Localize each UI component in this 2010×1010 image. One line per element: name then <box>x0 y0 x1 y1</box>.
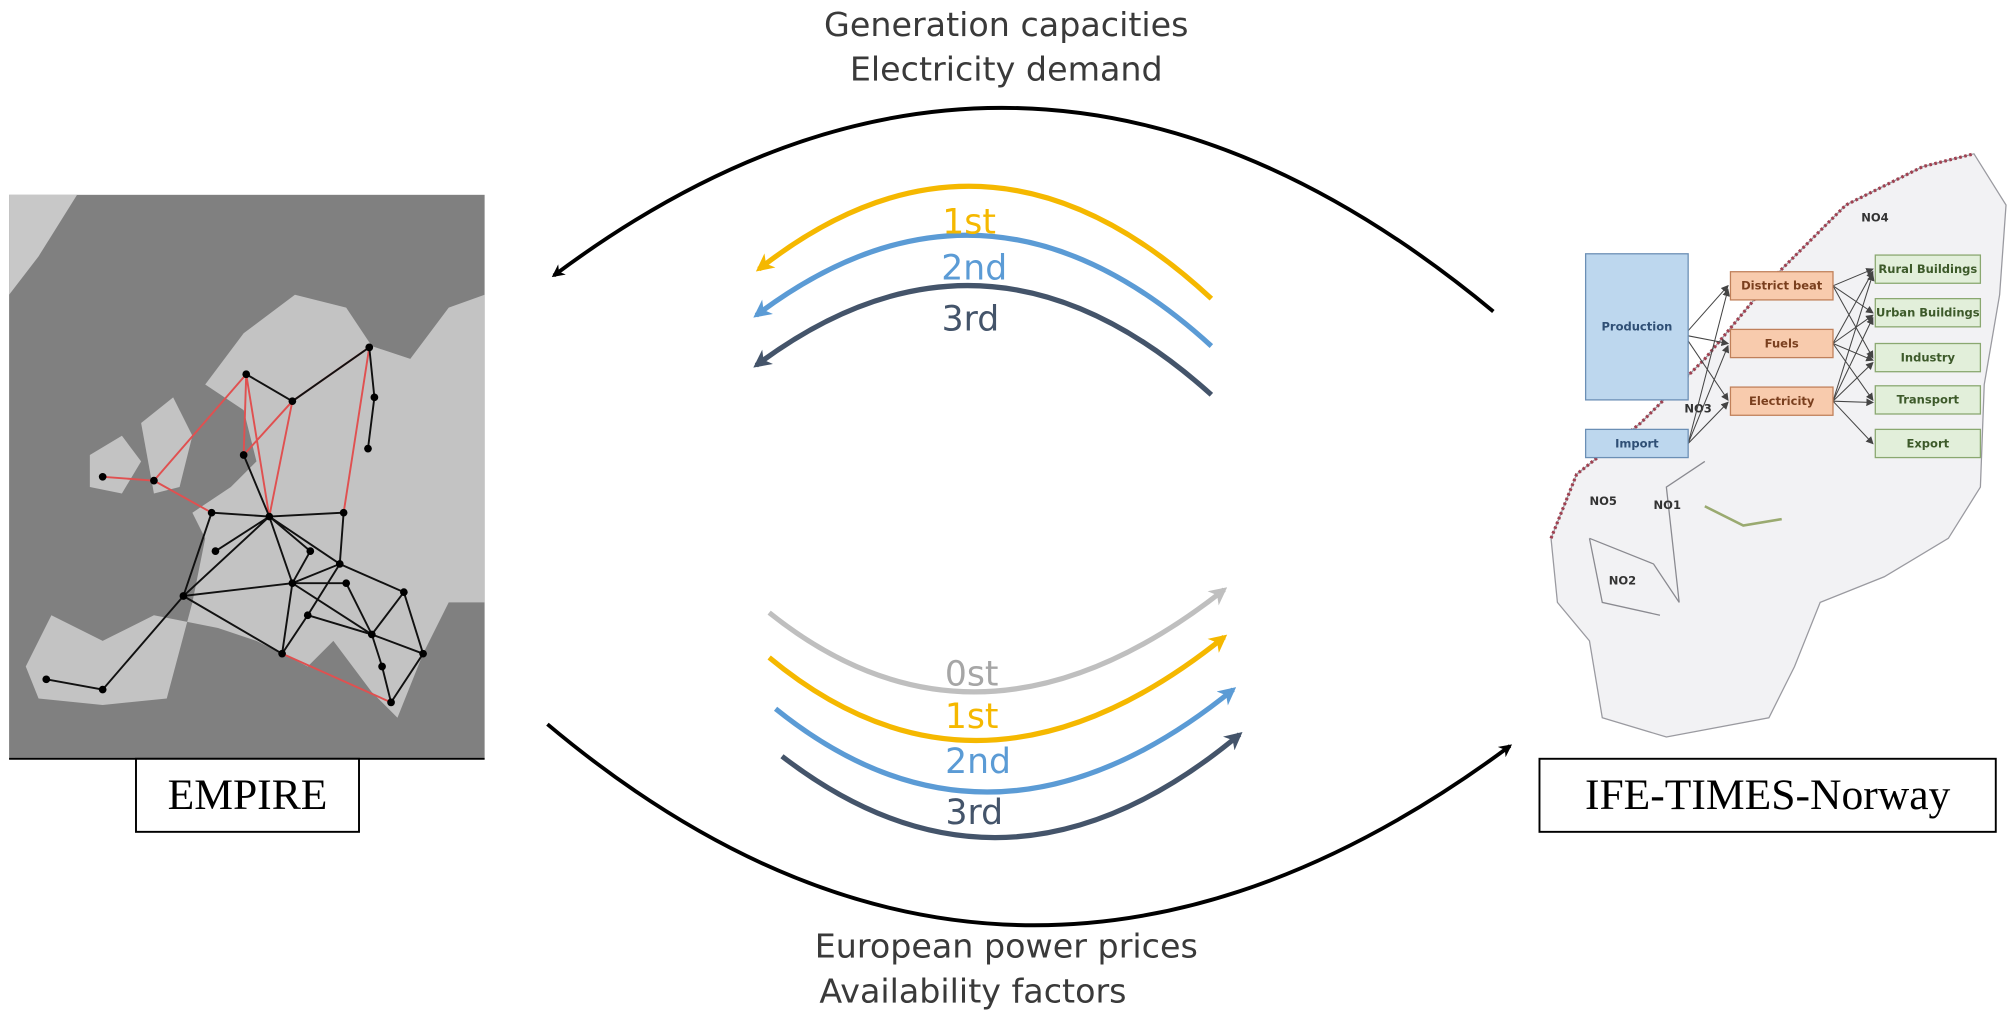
iteration-label: 0st <box>945 655 999 695</box>
scheme-arrows <box>1687 268 1875 445</box>
source-box <box>1584 253 1689 401</box>
iteration-label: 3rd <box>942 300 1000 340</box>
iteration-label: 2nd <box>941 248 1007 288</box>
land <box>141 397 193 494</box>
region-label: NO2 <box>1609 573 1636 587</box>
model-label: EMPIRE <box>168 771 328 819</box>
region-borders <box>1588 460 1706 616</box>
land <box>25 294 485 718</box>
carrier-box <box>1729 328 1834 359</box>
sector-box <box>1874 254 1982 284</box>
iteration-label: 3rd <box>945 793 1003 833</box>
sector-box <box>1874 385 1982 415</box>
bottom-flow-label: Availability factors <box>819 971 1126 1010</box>
top-flow-label: Generation capacities <box>824 5 1188 44</box>
model-label: IFE-TIMES-Norway <box>1585 771 1951 819</box>
source-box <box>1584 428 1689 459</box>
sector-label: Transport <box>1897 393 1960 407</box>
region-label: NO1 <box>1654 498 1681 512</box>
carrier-label: Fuels <box>1765 336 1799 350</box>
iteration-label: 1st <box>945 697 999 737</box>
border <box>1704 505 1782 527</box>
europe-map <box>9 194 485 760</box>
nodes <box>42 343 427 707</box>
iteration-label: 1st <box>942 202 996 242</box>
iteration-arrow <box>755 183 1214 301</box>
sector-label: Urban Buildings <box>1876 306 1980 320</box>
top-flow-label: Electricity demand <box>850 50 1163 89</box>
iteration-arrow <box>767 634 1228 743</box>
iteration-arrow <box>767 587 1228 695</box>
sector-box <box>1874 342 1982 373</box>
region-label: NO4 <box>1861 211 1888 225</box>
iteration-arrow <box>753 283 1214 397</box>
sector-label: Rural Buildings <box>1878 262 1977 276</box>
norway-map: NO4 NO3 NO5 NO1 NO2 Production Import Di… <box>1549 152 2007 738</box>
sector-box <box>1874 428 1982 459</box>
coast <box>1549 152 1975 539</box>
source-label: Production <box>1601 320 1672 334</box>
sector-box <box>1874 298 1982 328</box>
bottom-flow-arrow <box>546 722 1513 928</box>
region-label: NO3 <box>1684 402 1711 416</box>
carrier-label: District beat <box>1741 279 1823 293</box>
bottom-flow-label: European power prices <box>815 926 1198 965</box>
carrier-box <box>1729 386 1834 416</box>
iteration-label: 2nd <box>945 742 1011 782</box>
sector-label: Export <box>1907 436 1950 450</box>
scheme-boxes: Production Import District beat Fuels El… <box>1584 253 1982 459</box>
top-flow-arrow <box>551 105 1495 313</box>
model-box <box>1538 757 1997 833</box>
model-box <box>135 757 360 833</box>
land <box>9 194 78 295</box>
iteration-arrow <box>753 232 1214 348</box>
sector-label: Industry <box>1901 350 1956 364</box>
carrier-label: Electricity <box>1749 394 1815 408</box>
carrier-box <box>1729 271 1834 301</box>
iteration-arrow <box>780 731 1243 841</box>
region-label: NO5 <box>1589 494 1616 508</box>
source-label: Import <box>1615 436 1659 450</box>
iteration-arrow <box>773 687 1237 795</box>
